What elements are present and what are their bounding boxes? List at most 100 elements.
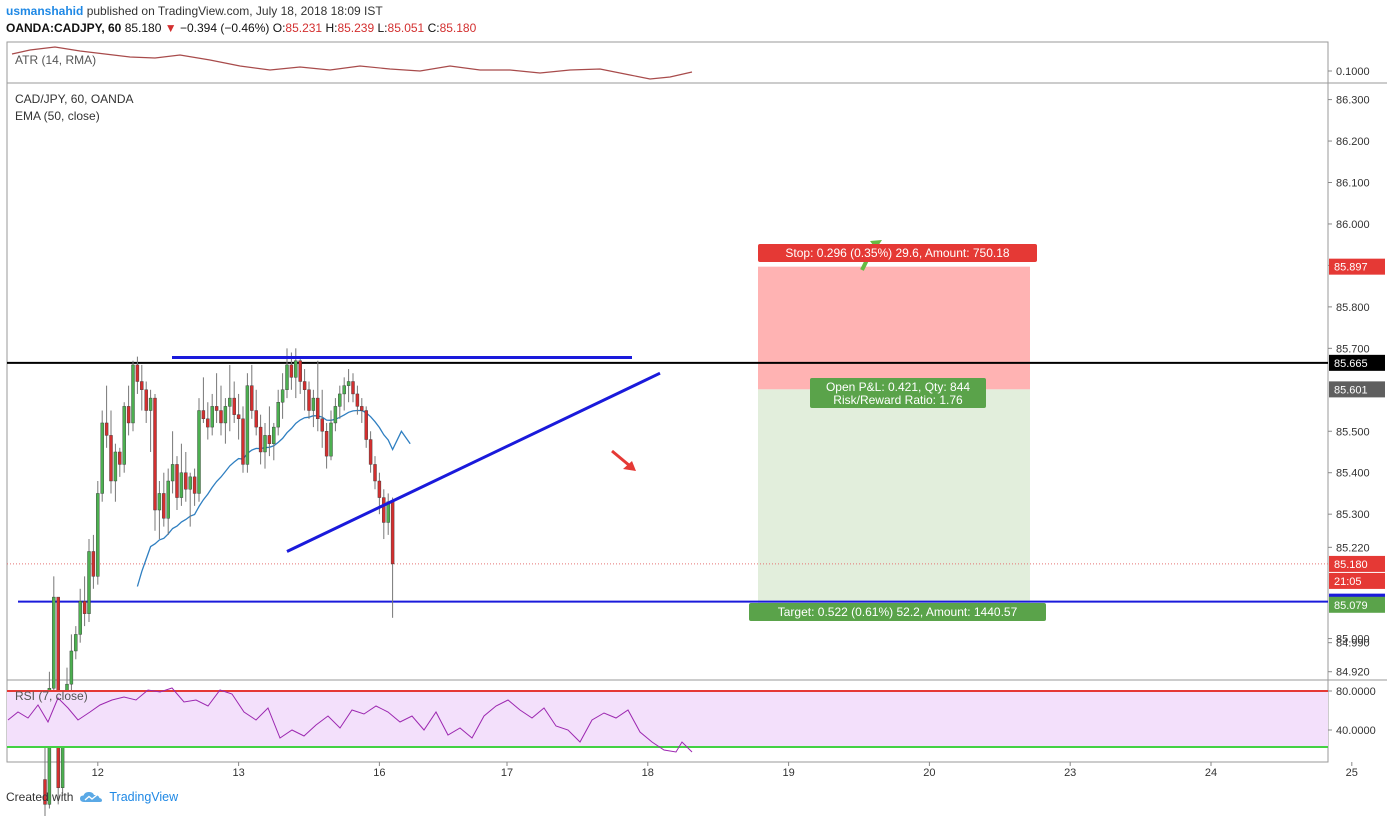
price-tick-label: 86.100: [1336, 178, 1370, 190]
rsi-label: RSI (7, close): [15, 689, 88, 703]
atr-label: ATR (14, RMA): [15, 53, 96, 67]
stop-price-tag: 85.897: [1334, 262, 1368, 274]
o-value: 85.231: [285, 21, 323, 35]
candle-body: [324, 431, 329, 457]
red-arrow-head: [623, 461, 636, 471]
c-value: 85.180: [439, 21, 477, 35]
countdown-tag-box: [1329, 572, 1385, 589]
candle-body: [258, 426, 263, 453]
tradingview-link[interactable]: TradingView: [109, 790, 179, 804]
candle-body: [346, 381, 351, 386]
rsi-line: [7, 687, 693, 753]
candle-body: [201, 410, 206, 420]
pl-label-box: [810, 378, 986, 408]
stop-label-box: [758, 244, 1037, 262]
candle-body: [206, 418, 210, 428]
candle-body: [192, 476, 197, 494]
candle-body: [276, 402, 280, 428]
candle-body: [135, 364, 140, 382]
candle-body: [351, 381, 355, 395]
candle-body: [74, 634, 78, 652]
candle-body: [355, 393, 360, 407]
candle-body: [78, 601, 82, 635]
candle-body: [320, 418, 324, 432]
candle-body: [223, 406, 228, 424]
candle-body: [157, 493, 162, 511]
target-zone: [758, 389, 1030, 606]
ascending-trend-line: [286, 371, 661, 553]
candle-body: [122, 406, 126, 465]
candle-body: [126, 406, 131, 424]
candle-body: [342, 385, 346, 395]
candle-body: [118, 451, 122, 465]
candle-body: [144, 389, 148, 411]
candle-body: [184, 472, 188, 490]
target-price-tag-box: [1329, 596, 1385, 613]
candle-body: [166, 480, 170, 519]
time-tick-label: 13: [232, 767, 244, 779]
l-label: L:: [377, 21, 388, 35]
price-tick-label: 86.200: [1336, 136, 1370, 148]
time-tick-label: 18: [642, 767, 654, 779]
candle-body: [131, 364, 135, 424]
candle-body: [188, 476, 192, 490]
candle-body: [289, 364, 294, 378]
candle-body: [175, 464, 179, 498]
price-tick-label: 85.300: [1336, 509, 1370, 521]
candle-body: [241, 418, 245, 465]
atr-tick-label: 0.1000: [1336, 66, 1370, 78]
price-tick-label: 85.220: [1336, 542, 1370, 554]
time-tick-label: 16: [373, 767, 385, 779]
candle-body: [280, 389, 285, 403]
candle-body: [43, 779, 47, 805]
c-label: C:: [427, 21, 440, 35]
candle-body: [245, 385, 250, 465]
candle-body: [87, 551, 91, 614]
symbol-label: OANDA:CADJPY, 60: [6, 21, 122, 35]
time-tick-label: 20: [923, 767, 935, 779]
candle-body: [170, 464, 175, 482]
time-tick-label: 19: [782, 767, 794, 779]
candle-body: [100, 422, 104, 494]
candle-body: [232, 397, 236, 415]
down-arrow-icon: ▼: [164, 21, 177, 35]
candle-body: [162, 493, 166, 519]
candle-body: [210, 406, 214, 428]
candle-body: [109, 435, 113, 482]
resistance-price-tag-box: [1329, 354, 1385, 371]
instrument-label: CAD/JPY, 60, OANDA: [15, 92, 134, 106]
candle-body: [197, 410, 201, 494]
candle-body: [373, 464, 377, 482]
footer: Created with TradingView: [6, 790, 178, 804]
price-tick-label: 86.000: [1336, 219, 1370, 231]
ema-label: EMA (50, close): [15, 109, 100, 123]
candle-body: [250, 385, 254, 411]
candle-body: [263, 435, 267, 453]
price-tick-label: 84.920: [1336, 667, 1370, 679]
time-tick-label: 24: [1205, 767, 1217, 779]
price-tick-label: 85.000: [1336, 634, 1370, 646]
author-link[interactable]: usmanshahid: [6, 4, 84, 18]
target-label-box: [749, 603, 1046, 621]
resistance-price-tag: 85.665: [1334, 358, 1368, 370]
candle-body: [267, 435, 272, 444]
entry-price-tag-box: [1329, 381, 1385, 398]
target-label-text: Target: 0.522 (0.61%) 52.2, Amount: 1440…: [778, 605, 1018, 619]
candle-body: [329, 422, 333, 457]
candle-body: [333, 406, 338, 424]
h-label: H:: [325, 21, 338, 35]
price-tick-label: 86.300: [1336, 95, 1370, 107]
candle-body: [52, 596, 56, 689]
pl-label-text: Risk/Reward Ratio: 1.76: [833, 393, 963, 407]
last-price: 85.180: [124, 21, 162, 35]
published-text: published on TradingView.com, July 18, 2…: [86, 4, 383, 18]
countdown-tag: 21:05: [1334, 576, 1362, 588]
tradingview-cloud-icon: [80, 791, 103, 802]
candle-body: [153, 397, 157, 511]
candle-body: [148, 397, 153, 411]
rsi-tick-label: 80.0000: [1336, 686, 1376, 698]
pl-label-text: Open P&L: 0.421, Qty: 844: [826, 380, 970, 394]
time-tick-label: 12: [92, 767, 104, 779]
candle-body: [368, 439, 373, 465]
